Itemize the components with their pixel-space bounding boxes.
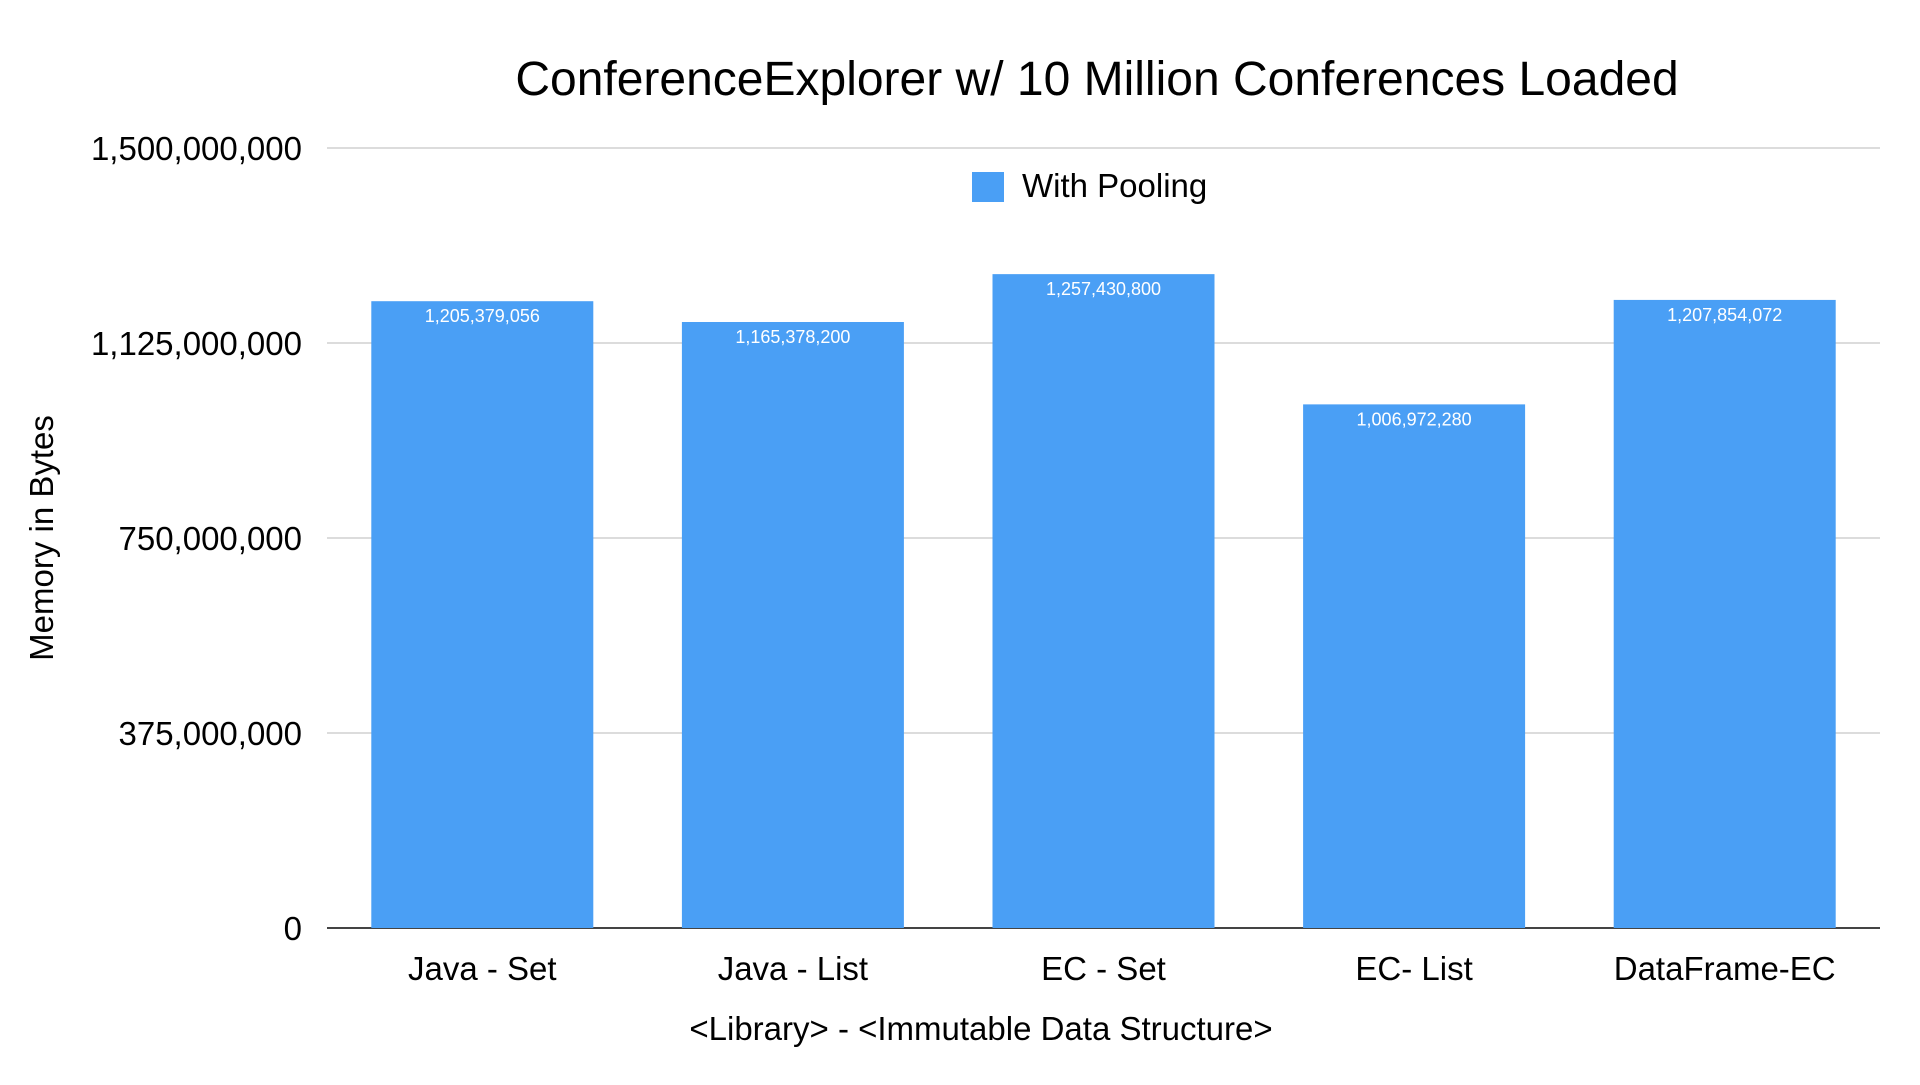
data-label: 1,006,972,280 (1357, 409, 1472, 429)
bar (1613, 299, 1836, 928)
y-tick-label: 1,500,000,000 (91, 130, 302, 167)
x-tick-label: EC- List (1355, 950, 1472, 987)
x-tick-label: Java - Set (408, 950, 557, 987)
data-label: 1,165,378,200 (735, 327, 850, 347)
bar (681, 322, 904, 929)
bar (992, 274, 1215, 928)
chart-title: ConferenceExplorer w/ 10 Million Confere… (515, 53, 1678, 106)
legend-label-with-pooling: With Pooling (1022, 167, 1207, 204)
data-label: 1,205,379,056 (425, 306, 540, 326)
x-axis-label: <Library> - <Immutable Data Structure> (689, 1010, 1272, 1047)
bars (371, 274, 1836, 929)
y-tick-label: 1,125,000,000 (91, 325, 302, 362)
y-axis-ticks: 0 375,000,000 750,000,000 1,125,000,000 1,50… (91, 130, 302, 947)
legend-swatch-with-pooling (972, 172, 1004, 202)
x-tick-label: Java - List (718, 950, 868, 987)
x-axis-ticks: Java - Set Java - List EC - Set EC- List Dat… (408, 950, 1836, 987)
data-label: 1,257,430,800 (1046, 279, 1161, 299)
x-tick-label: DataFrame-EC (1614, 950, 1836, 987)
legend: With Pooling (972, 167, 1207, 204)
x-tick-label: EC - Set (1041, 950, 1166, 987)
data-labels: 1,205,379,056 1,165,378,200 1,257,430,800 1… (425, 279, 1783, 429)
y-tick-label: 0 (284, 910, 302, 947)
y-tick-label: 750,000,000 (118, 520, 302, 557)
y-tick-label: 375,000,000 (118, 715, 302, 752)
data-label: 1,207,854,072 (1667, 305, 1782, 325)
bar (371, 301, 594, 928)
y-axis-label: Memory in Bytes (23, 415, 60, 661)
bar (1303, 404, 1526, 929)
